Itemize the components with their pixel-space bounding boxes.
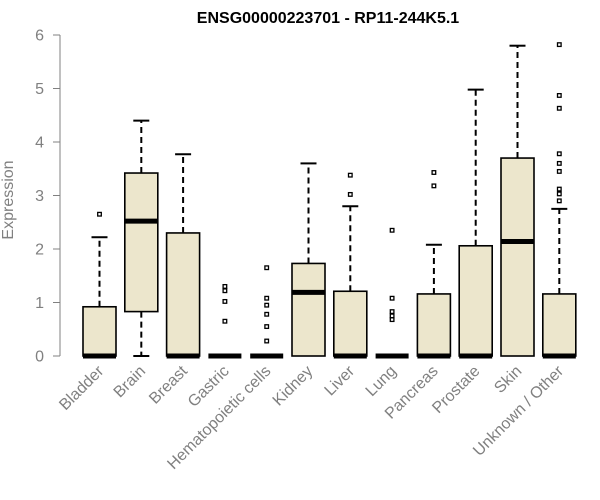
outlier-point xyxy=(264,338,270,344)
outlier-point xyxy=(97,211,102,217)
y-axis-label: Expression xyxy=(0,160,17,239)
outlier-point xyxy=(389,313,395,319)
box-group-3 xyxy=(208,283,242,359)
outlier-point xyxy=(389,317,395,323)
outlier-point xyxy=(347,191,353,197)
y-tick-label-0: 0 xyxy=(35,349,44,366)
box xyxy=(332,290,368,357)
box-group-2 xyxy=(165,153,201,359)
x-tick-label-5: Kidney xyxy=(270,363,317,410)
box-group-6 xyxy=(332,172,368,359)
outlier-point xyxy=(264,324,270,330)
outlier-point xyxy=(264,311,270,317)
outlier-point xyxy=(222,318,228,324)
outlier-point xyxy=(556,186,562,192)
box xyxy=(541,293,577,357)
y-tick-label-5: 5 xyxy=(35,81,44,98)
box-group-1 xyxy=(124,119,159,357)
outlier-point xyxy=(347,172,353,178)
box xyxy=(82,305,117,357)
box xyxy=(500,157,535,357)
box xyxy=(165,232,201,357)
x-tick-label-6: Liver xyxy=(322,362,359,399)
box-group-8 xyxy=(416,170,452,359)
box xyxy=(124,172,159,313)
y-tick-label-6: 6 xyxy=(35,28,44,45)
outlier-point xyxy=(222,288,228,294)
box-group-10 xyxy=(500,44,535,357)
outlier-point xyxy=(556,198,562,204)
y-axis-ticks: 0 1 2 3 4 5 6 xyxy=(35,28,60,366)
box-group-7 xyxy=(375,227,409,359)
box xyxy=(458,244,494,357)
box-group-0 xyxy=(82,211,117,359)
x-tick-label-2: Breast xyxy=(146,362,191,407)
outlier-point xyxy=(389,295,395,301)
outlier-point xyxy=(556,42,562,48)
x-tick-label-10: Skin xyxy=(491,363,525,397)
outlier-point xyxy=(222,298,228,304)
outlier-point xyxy=(556,160,562,166)
box xyxy=(291,262,326,357)
chart-title: ENSG00000223701 - RP11-244K5.1 xyxy=(197,10,460,27)
outlier-point xyxy=(556,191,562,197)
outlier-point xyxy=(389,227,395,233)
outlier-point xyxy=(431,170,437,175)
plot-area xyxy=(82,42,577,359)
outlier-point xyxy=(264,295,270,301)
y-tick-label-2: 2 xyxy=(35,242,44,259)
outlier-point xyxy=(431,183,437,189)
outlier-point xyxy=(556,93,562,98)
x-tick-label-1: Brain xyxy=(111,363,149,401)
outlier-point xyxy=(222,283,228,289)
outlier-point xyxy=(556,151,562,157)
outlier-point xyxy=(389,309,395,315)
y-tick-label-1: 1 xyxy=(35,295,44,312)
box-group-4 xyxy=(250,265,284,359)
outlier-point xyxy=(556,105,562,111)
x-tick-label-7: Lung xyxy=(363,363,400,400)
y-tick-label-3: 3 xyxy=(35,188,44,205)
box xyxy=(416,293,452,357)
outlier-point xyxy=(264,302,270,308)
x-tick-label-0: Bladder xyxy=(56,362,107,413)
box-group-5 xyxy=(291,162,326,357)
outlier-point xyxy=(556,168,562,174)
outlier-point xyxy=(264,265,270,271)
box-group-11 xyxy=(541,42,577,359)
y-tick-label-4: 4 xyxy=(35,135,44,152)
box-group-9 xyxy=(458,88,494,359)
